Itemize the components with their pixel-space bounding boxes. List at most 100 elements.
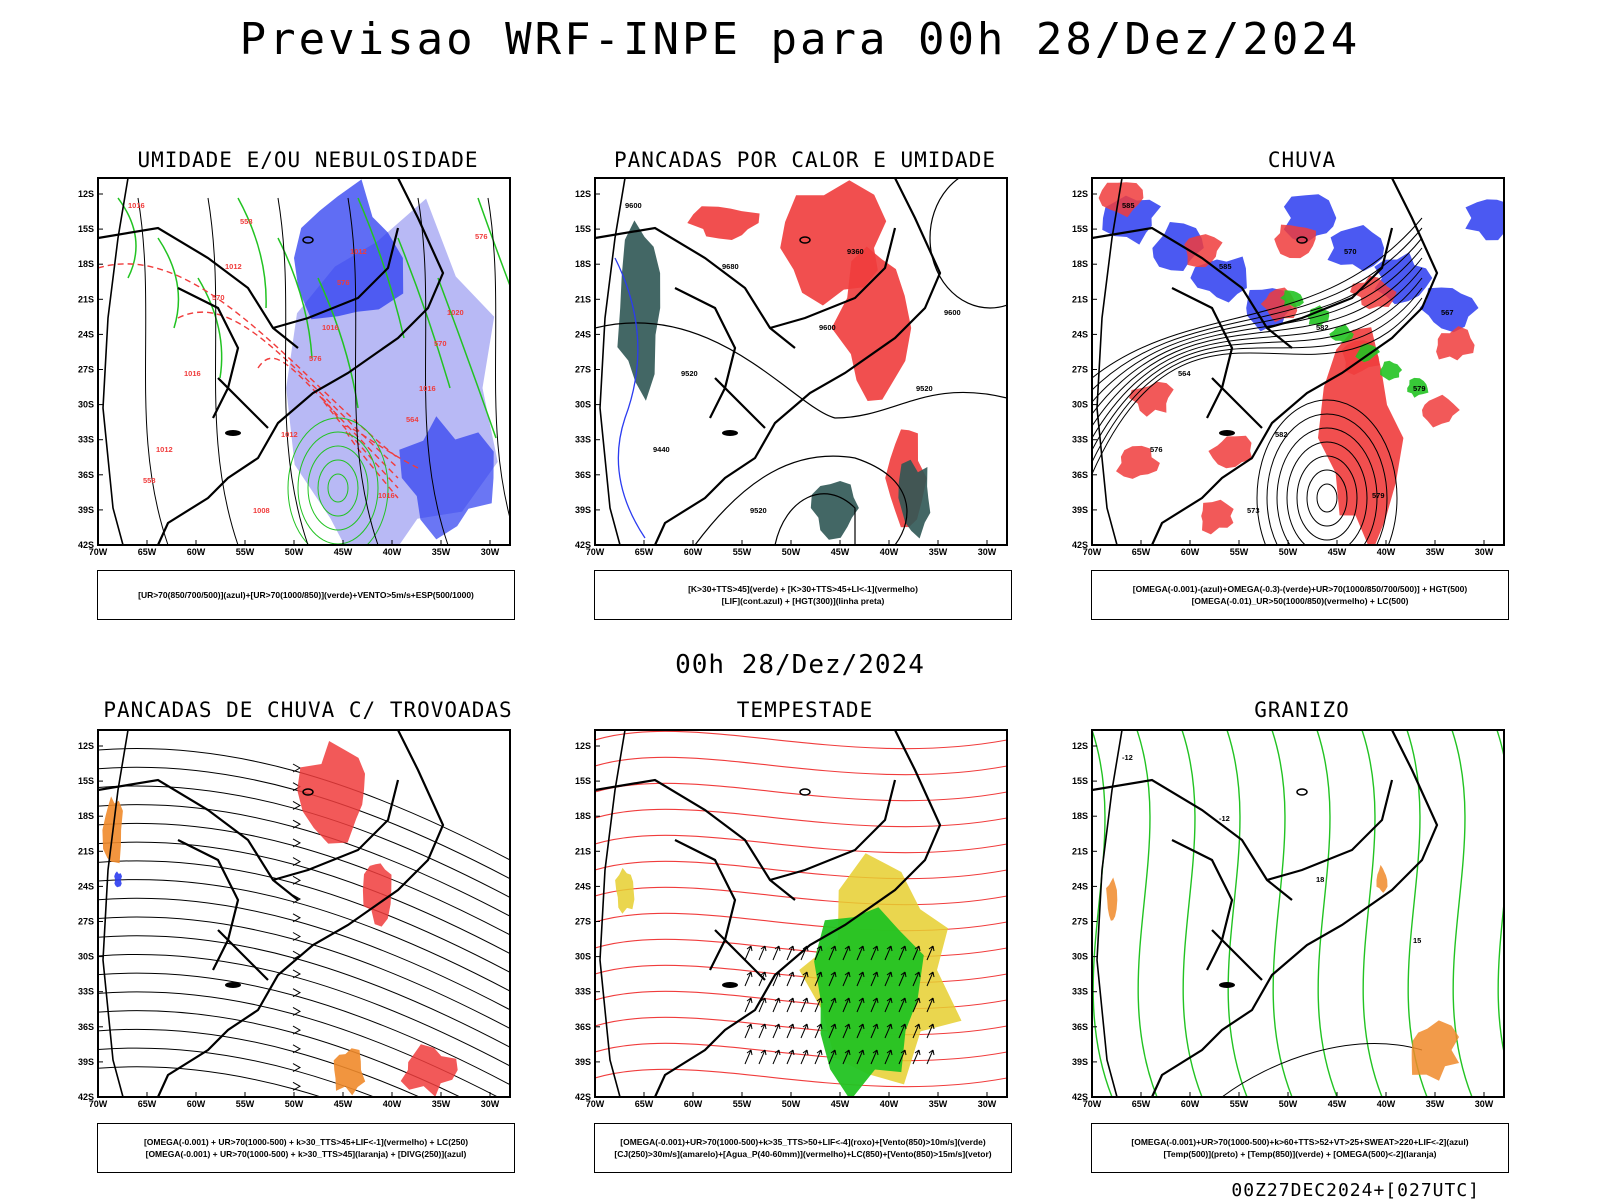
water-contour (595, 782, 1007, 802)
wind-vector (772, 1049, 781, 1065)
lat-label: 39S (575, 505, 591, 515)
lat-label: 30S (1072, 952, 1088, 962)
lon-label: 30W (481, 1099, 500, 1109)
contour-label: 570 (212, 293, 225, 302)
contour-label: 1016 (184, 369, 201, 378)
wind-vector (926, 945, 935, 961)
temp850-contour (1271, 730, 1293, 1097)
contour-label: 558 (240, 217, 253, 226)
lat-label: 27S (78, 365, 94, 375)
map-panel-pancadas-calor: 9600 9680 9600 9520 9440 9520 9360 9600 9520 12S 1… (575, 177, 1008, 557)
lon-label: 65W (635, 547, 654, 557)
lon-label: 45W (831, 1099, 850, 1109)
streamline (98, 841, 510, 955)
streamline-arrow (292, 1025, 302, 1035)
wind-vector (800, 1023, 809, 1039)
panel-title-pancadas-trovoadas: PANCADAS DE CHUVA C/ TROVOADAS (103, 698, 513, 722)
panel-title-umidade: UMIDADE E/OU NEBULOSIDADE (137, 148, 479, 172)
valid-date-label: 00h 28/Dez/2024 (675, 650, 925, 680)
wind-vector (926, 1023, 935, 1039)
humidity-area (399, 416, 494, 540)
rain-area (1184, 234, 1223, 268)
map-frame (594, 729, 1008, 1098)
lon-label: 60W (684, 1099, 703, 1109)
contour-label: 1016 (322, 323, 339, 332)
water-contour (595, 730, 1007, 750)
lon-label: 65W (138, 547, 157, 557)
wind-vector (814, 1023, 823, 1039)
contour-label: 9600 (819, 323, 836, 332)
lat-label: 42S (1072, 540, 1088, 550)
map-panel-chuva: 585 585 582 579 576 573 570 567 564 582 579 12S 15S 1… (1072, 177, 1505, 557)
lat-label: 24S (575, 329, 591, 339)
lon-label: 30W (1475, 547, 1494, 557)
run-code-label: 00Z27DEC2024+[027UTC] (1231, 1180, 1480, 1201)
wind-vector (884, 1023, 893, 1039)
legend-tempestade: [OMEGA(-0.001)+UR>70(1000-500)+k>35_TTS>… (594, 1123, 1012, 1173)
contour-label: 9520 (750, 506, 767, 515)
lat-label: 33S (575, 435, 591, 445)
lon-label: 70W (89, 1099, 108, 1109)
wind-vector (814, 945, 823, 961)
reservoir (1296, 236, 1308, 244)
rain-area (1098, 182, 1144, 218)
reservoir (302, 788, 314, 796)
wind-vector (800, 971, 809, 987)
state-border (272, 227, 400, 330)
streamline (98, 860, 510, 973)
humidity-contour (437, 277, 497, 439)
wind-vector (926, 1049, 935, 1065)
wind-vector (744, 945, 753, 961)
water-contour (595, 834, 1007, 854)
lon-label: 65W (138, 1099, 157, 1109)
height-contour (1092, 247, 1423, 415)
contour-label: 576 (337, 278, 350, 287)
pressure-contour (1296, 455, 1358, 541)
lat-label: 24S (575, 881, 591, 891)
contour-label: 9360 (847, 247, 864, 256)
wind-vector (856, 1023, 865, 1039)
streamline (98, 972, 510, 1086)
lon-label: 40W (1377, 547, 1396, 557)
water-contour (595, 1068, 1007, 1088)
border-line (1171, 287, 1234, 419)
streamline (98, 897, 510, 1011)
omega500-area (1411, 1020, 1460, 1081)
rain-area (1201, 499, 1234, 535)
isobar (207, 197, 239, 545)
lat-label: 24S (78, 881, 94, 891)
map-frame (97, 729, 511, 1098)
rain-area (1208, 435, 1253, 469)
map-panel-umidade: 1016 1012 1016 1016 1012 1008 1012 1020 1016 1012… (78, 177, 511, 557)
map-frame (594, 177, 1008, 546)
streamline-arrow (292, 932, 302, 941)
lon-label: 60W (1181, 547, 1200, 557)
wind-vector (786, 1023, 795, 1039)
lat-label: 21S (1072, 294, 1088, 304)
lat-label: 15S (1072, 224, 1088, 234)
streamline-arrow (292, 819, 302, 829)
contour-label: 1012 (281, 430, 298, 439)
streamline-arrow (292, 1006, 302, 1016)
streamline-arrow (292, 875, 302, 885)
lon-label: 40W (383, 547, 402, 557)
contour-label: 15 (1413, 936, 1421, 945)
wind-area (814, 907, 924, 1097)
lon-label: 40W (880, 547, 899, 557)
lat-label: 18S (575, 811, 591, 821)
state-border (769, 227, 897, 330)
rain-area (1422, 394, 1460, 428)
lat-label: 21S (1072, 846, 1088, 856)
wind-vector (898, 945, 907, 961)
wind-vector (912, 971, 921, 987)
reservoir (799, 788, 811, 796)
lat-label: 39S (575, 1057, 591, 1067)
lat-label: 27S (1072, 917, 1088, 927)
lat-label: 12S (575, 741, 591, 751)
border-line (1092, 226, 1293, 349)
lat-label: 42S (78, 540, 94, 550)
map-content: -12 -12 18 15 (1092, 730, 1504, 1097)
lat-label: 30S (78, 400, 94, 410)
wind-vector (912, 997, 921, 1013)
